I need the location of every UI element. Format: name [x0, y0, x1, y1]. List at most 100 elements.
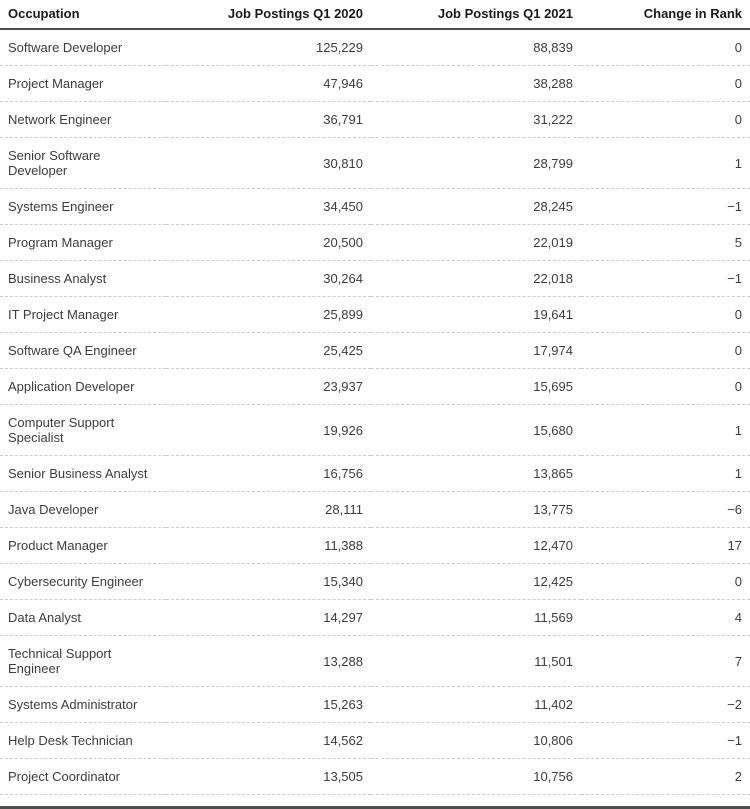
q1-2021-postings-cell: 10,806	[371, 722, 581, 759]
q1-2021-postings-cell: 12,470	[371, 527, 581, 564]
q1-2020-postings-cell: 23,937	[166, 368, 371, 405]
q1-2020-postings-cell: 30,264	[166, 260, 371, 297]
column-header-job-postings-q1-2021: Job Postings Q1 2021	[371, 0, 581, 30]
q1-2020-postings-cell: 15,263	[166, 686, 371, 723]
q1-2021-postings-cell: 15,695	[371, 368, 581, 405]
occupation-cell: Project Manager	[0, 65, 166, 102]
rank-change-cell: 0	[581, 65, 750, 102]
q1-2020-postings-cell: 28,111	[166, 491, 371, 528]
table-row: Project Coordinator 13,505 10,756 2	[0, 758, 750, 795]
occupation-cell: Cybersecurity Engineer	[0, 563, 166, 600]
q1-2021-postings-cell: 17,974	[371, 332, 581, 369]
rank-change-cell: 0	[581, 101, 750, 138]
q1-2020-postings-cell: 34,450	[166, 188, 371, 225]
table-header: Occupation Job Postings Q1 2020 Job Postin…	[0, 0, 750, 30]
occupation-cell: Systems Engineer	[0, 188, 166, 225]
table-row: Help Desk Technician 14,562 10,806 −1	[0, 722, 750, 759]
table-row: Project Manager 47,946 38,288 0	[0, 65, 750, 102]
q1-2021-postings-cell: 11,501	[371, 635, 581, 687]
q1-2021-postings-cell: 11,402	[371, 686, 581, 723]
rank-change-cell: −6	[581, 491, 750, 528]
occupation-cell: Systems Administrator	[0, 686, 166, 723]
q1-2020-postings-cell: 20,500	[166, 224, 371, 261]
table-row: Cybersecurity Engineer 15,340 12,425 0	[0, 563, 750, 600]
q1-2020-postings-cell: 14,297	[166, 599, 371, 636]
table-row: IT Project Manager 25,899 19,641 0	[0, 296, 750, 333]
q1-2020-postings-cell: 15,340	[166, 563, 371, 600]
occupation-cell: Business Analyst	[0, 260, 166, 297]
q1-2021-postings-cell: 28,245	[371, 188, 581, 225]
occupation-cell: Computer Support Specialist	[0, 404, 166, 456]
occupation-cell: Application Developer	[0, 368, 166, 405]
table-row: Senior Software Developer 30,810 28,799 1	[0, 137, 750, 189]
table-row: Product Manager 11,388 12,470 17	[0, 527, 750, 564]
rank-change-cell: 0	[581, 296, 750, 333]
q1-2021-postings-cell: 10,756	[371, 758, 581, 795]
table-row: Systems Engineer 34,450 28,245 −1	[0, 188, 750, 225]
q1-2020-postings-cell: 36,791	[166, 101, 371, 138]
table-row: Software QA Engineer 25,425 17,974 0	[0, 332, 750, 369]
occupation-cell: Product Manager	[0, 527, 166, 564]
q1-2021-postings-cell: 88,839	[371, 29, 581, 66]
rank-change-cell: 17	[581, 527, 750, 564]
table-row: Software Developer 125,229 88,839 0	[0, 29, 750, 66]
rank-change-cell: 0	[581, 332, 750, 369]
q1-2020-postings-cell: 11,388	[166, 527, 371, 564]
rank-change-cell: −1	[581, 188, 750, 225]
rank-change-cell: 2	[581, 758, 750, 795]
occupation-cell: Project Coordinator	[0, 758, 166, 795]
q1-2020-postings-cell: 25,899	[166, 296, 371, 333]
occupation-cell: Software QA Engineer	[0, 332, 166, 369]
column-header-change-in-rank: Change in Rank	[581, 0, 750, 30]
occupation-cell: IT Project Manager	[0, 296, 166, 333]
occupation-cell: Network Engineer	[0, 101, 166, 138]
rank-change-cell: 0	[581, 368, 750, 405]
rank-change-cell: 1	[581, 404, 750, 456]
table-body: Software Developer 125,229 88,839 0 Project …	[0, 29, 750, 795]
occupation-cell: Data Analyst	[0, 599, 166, 636]
q1-2020-postings-cell: 25,425	[166, 332, 371, 369]
q1-2020-postings-cell: 30,810	[166, 137, 371, 189]
occupation-cell: Senior Business Analyst	[0, 455, 166, 492]
q1-2020-postings-cell: 13,288	[166, 635, 371, 687]
q1-2021-postings-cell: 15,680	[371, 404, 581, 456]
column-header-occupation: Occupation	[0, 0, 166, 30]
column-header-job-postings-q1-2020: Job Postings Q1 2020	[166, 0, 371, 30]
q1-2020-postings-cell: 13,505	[166, 758, 371, 795]
q1-2020-postings-cell: 14,562	[166, 722, 371, 759]
occupation-cell: Program Manager	[0, 224, 166, 261]
rank-change-cell: 1	[581, 137, 750, 189]
rank-change-cell: 0	[581, 563, 750, 600]
table-row: Senior Business Analyst 16,756 13,865 1	[0, 455, 750, 492]
table-row: Data Analyst 14,297 11,569 4	[0, 599, 750, 636]
q1-2021-postings-cell: 22,019	[371, 224, 581, 261]
q1-2020-postings-cell: 47,946	[166, 65, 371, 102]
table-row: Business Analyst 30,264 22,018 −1	[0, 260, 750, 297]
table-row: Network Engineer 36,791 31,222 0	[0, 101, 750, 138]
rank-change-cell: −2	[581, 686, 750, 723]
table-row: Systems Administrator 15,263 11,402 −2	[0, 686, 750, 723]
table-bottom-border	[0, 806, 750, 809]
table-row: Program Manager 20,500 22,019 5	[0, 224, 750, 261]
q1-2021-postings-cell: 28,799	[371, 137, 581, 189]
rank-change-cell: 5	[581, 224, 750, 261]
rank-change-cell: −1	[581, 260, 750, 297]
rank-change-cell: 7	[581, 635, 750, 687]
q1-2020-postings-cell: 16,756	[166, 455, 371, 492]
occupation-cell: Technical Support Engineer	[0, 635, 166, 687]
occupation-cell: Java Developer	[0, 491, 166, 528]
q1-2020-postings-cell: 19,926	[166, 404, 371, 456]
q1-2021-postings-cell: 11,569	[371, 599, 581, 636]
q1-2021-postings-cell: 38,288	[371, 65, 581, 102]
q1-2021-postings-cell: 19,641	[371, 296, 581, 333]
table-row: Java Developer 28,111 13,775 −6	[0, 491, 750, 528]
q1-2021-postings-cell: 13,775	[371, 491, 581, 528]
q1-2021-postings-cell: 22,018	[371, 260, 581, 297]
header-row: Occupation Job Postings Q1 2020 Job Postin…	[0, 0, 750, 30]
table-row: Application Developer 23,937 15,695 0	[0, 368, 750, 405]
rank-change-cell: −1	[581, 722, 750, 759]
q1-2021-postings-cell: 31,222	[371, 101, 581, 138]
occupation-cell: Software Developer	[0, 29, 166, 66]
